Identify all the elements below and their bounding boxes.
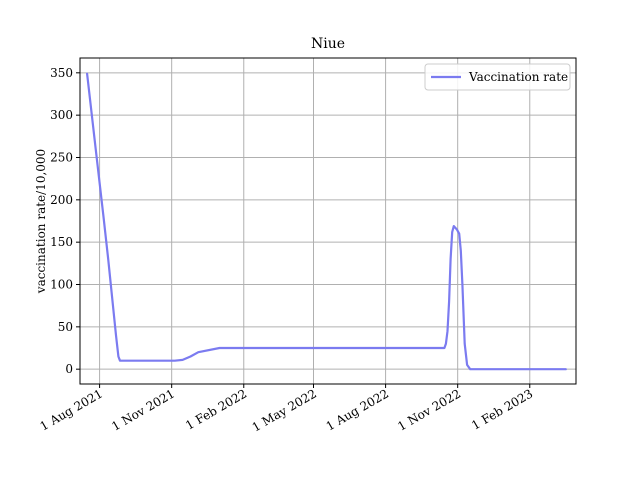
chart-title: Niue: [311, 36, 345, 52]
legend: Vaccination rate: [424, 63, 571, 91]
y-tick-label: 50: [58, 320, 73, 334]
y-tick-label: 300: [50, 108, 73, 122]
y-axis-label: vaccination rate/10,000: [34, 149, 48, 294]
y-axis: 0 50 100 150 200 250 300 350: [50, 66, 80, 376]
y-tick-label: 200: [50, 193, 73, 207]
y-tick-label: 100: [50, 278, 73, 292]
y-tick-label: 150: [50, 235, 73, 249]
legend-box: [424, 63, 571, 91]
y-tick-label: 250: [50, 150, 73, 164]
y-tick-label: 0: [65, 362, 73, 376]
plot-frame: [79, 57, 577, 385]
series-line-vaccination-rate: [86, 72, 567, 371]
y-tick-label: 350: [50, 66, 73, 80]
grid: [80, 58, 576, 384]
legend-label: Vaccination rate: [468, 70, 568, 84]
